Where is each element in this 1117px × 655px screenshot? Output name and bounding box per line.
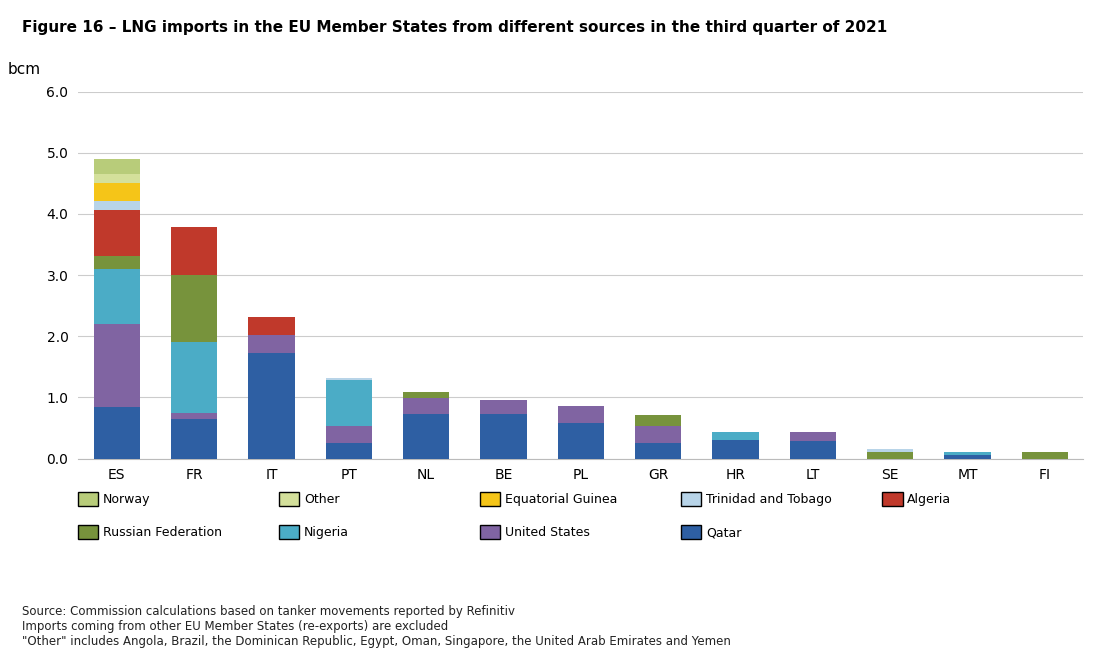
Text: Equatorial Guinea: Equatorial Guinea bbox=[505, 493, 618, 506]
Bar bbox=[867, 453, 914, 458]
Bar bbox=[326, 443, 372, 458]
Bar bbox=[326, 381, 372, 426]
Bar bbox=[944, 453, 991, 455]
Text: Norway: Norway bbox=[103, 493, 151, 506]
Bar bbox=[480, 400, 527, 415]
Bar bbox=[634, 426, 681, 443]
Bar bbox=[557, 423, 604, 458]
Bar bbox=[248, 316, 295, 335]
Bar bbox=[403, 392, 449, 398]
Bar bbox=[790, 441, 836, 458]
Bar bbox=[944, 455, 991, 458]
Bar bbox=[403, 398, 449, 415]
Text: bcm: bcm bbox=[8, 62, 41, 77]
Bar bbox=[634, 443, 681, 458]
Text: United States: United States bbox=[505, 526, 590, 539]
Bar bbox=[94, 174, 140, 183]
Bar bbox=[480, 415, 527, 458]
Bar bbox=[790, 432, 836, 441]
Bar bbox=[1022, 453, 1068, 458]
Bar bbox=[634, 415, 681, 426]
Bar bbox=[94, 183, 140, 201]
Bar bbox=[171, 419, 218, 458]
Bar bbox=[94, 324, 140, 407]
Bar bbox=[94, 407, 140, 458]
Bar bbox=[171, 343, 218, 413]
Text: Algeria: Algeria bbox=[907, 493, 952, 506]
Bar bbox=[713, 440, 758, 458]
Text: Nigeria: Nigeria bbox=[304, 526, 349, 539]
Text: Qatar: Qatar bbox=[706, 526, 742, 539]
Bar bbox=[713, 432, 758, 440]
Bar bbox=[171, 275, 218, 343]
Bar bbox=[403, 415, 449, 458]
Text: Source: Commission calculations based on tanker movements reported by Refinitiv
: Source: Commission calculations based on… bbox=[22, 605, 732, 648]
Bar bbox=[94, 159, 140, 174]
Bar bbox=[94, 210, 140, 255]
Bar bbox=[171, 227, 218, 275]
Bar bbox=[248, 335, 295, 353]
Text: Other: Other bbox=[304, 493, 340, 506]
Bar bbox=[557, 406, 604, 423]
Bar bbox=[326, 378, 372, 381]
Bar bbox=[94, 201, 140, 210]
Bar bbox=[326, 426, 372, 443]
Bar bbox=[171, 413, 218, 419]
Text: Trinidad and Tobago: Trinidad and Tobago bbox=[706, 493, 832, 506]
Bar bbox=[867, 449, 914, 453]
Bar bbox=[248, 353, 295, 458]
Text: Figure 16 – LNG imports in the EU Member States from different sources in the th: Figure 16 – LNG imports in the EU Member… bbox=[22, 20, 888, 35]
Bar bbox=[94, 269, 140, 324]
Bar bbox=[94, 255, 140, 269]
Text: Russian Federation: Russian Federation bbox=[103, 526, 222, 539]
